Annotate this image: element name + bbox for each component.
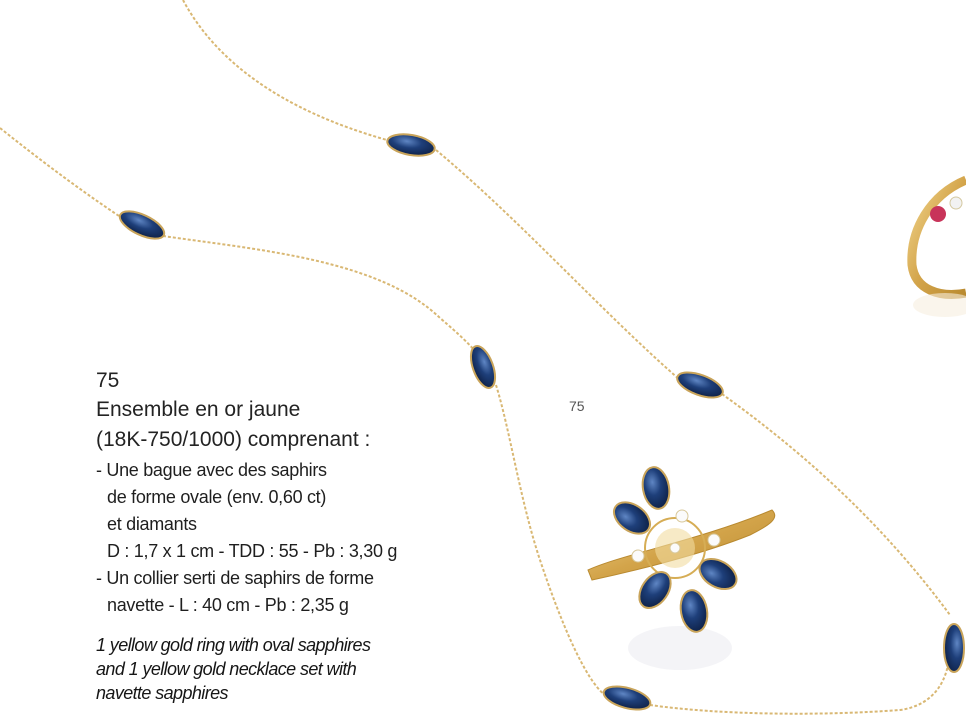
lot-title-line: Ensemble en or jaune — [96, 398, 301, 421]
partial-ring — [907, 175, 966, 317]
english-line: 1 yellow gold ring with oval sapphires — [96, 635, 371, 655]
photo-lot-number: 75 — [569, 398, 585, 414]
navette-sapphire — [676, 371, 724, 399]
lot-description: 75 Ensemble en or jaune (18K-750/1000) c… — [96, 367, 496, 705]
item-line: et diamants — [107, 514, 197, 534]
chain-segment — [495, 384, 606, 696]
chain-segment — [435, 149, 681, 381]
english-line: navette sapphires — [96, 683, 229, 703]
lot-number: 75 — [96, 369, 120, 392]
necklace-sapphires — [118, 133, 965, 711]
item-list: - Une bague avec des saphirs de forme ov… — [96, 457, 496, 619]
navette-sapphire — [118, 210, 166, 240]
navette-sapphire — [469, 345, 497, 389]
navette-sapphire — [602, 685, 652, 711]
item-line: D : 1,7 x 1 cm - TDD : 55 - Pb : 3,30 g — [107, 541, 398, 561]
sapphire-ring — [587, 466, 776, 670]
chain-segment — [162, 235, 475, 351]
chain-segment — [0, 127, 123, 219]
navette-sapphire — [943, 623, 965, 673]
list-item: - Un collier serti de saphirs de forme n… — [96, 565, 496, 619]
item-line: - Une bague avec des saphirs — [96, 460, 327, 480]
item-line: navette - L : 40 cm - Pb : 2,35 g — [107, 595, 349, 615]
lot-title-line: (18K-750/1000) comprenant : — [96, 428, 371, 451]
chain-segment — [182, 0, 388, 141]
chain-segment — [721, 393, 951, 616]
item-line: de forme ovale (env. 0,60 ct) — [107, 487, 327, 507]
navette-sapphire — [386, 133, 436, 157]
english-description: 1 yellow gold ring with oval sapphires a… — [96, 633, 496, 705]
english-line: and 1 yellow gold necklace set with — [96, 659, 357, 679]
chain-segment — [649, 664, 949, 715]
list-item: - Une bague avec des saphirs de forme ov… — [96, 457, 496, 565]
item-line: - Un collier serti de saphirs de forme — [96, 568, 374, 588]
